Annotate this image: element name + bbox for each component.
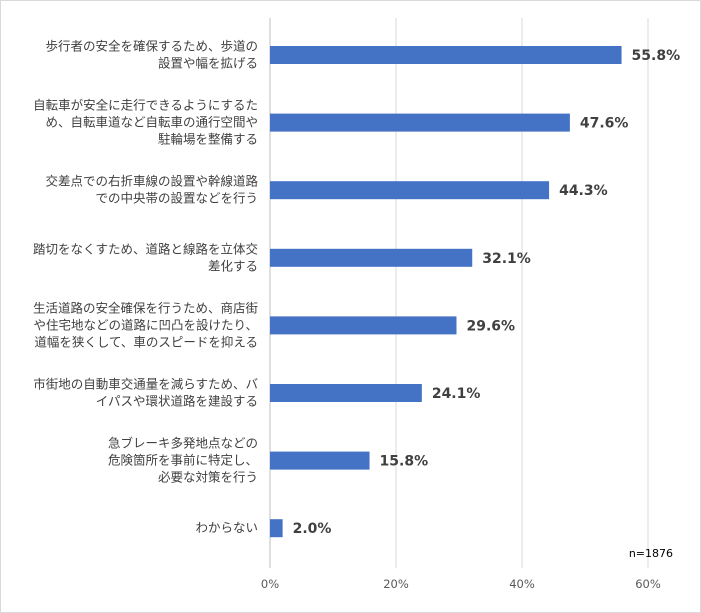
category-label: 交差点での右折車線の設置や幹線道路での中央帯の設置などを行う: [45, 174, 258, 206]
category-label: 市街地の自動車交通量を減らすため、バイパスや環状道路を建設する: [33, 377, 258, 409]
category-label-line: め、自転車道など自転車の通行空間や: [45, 115, 258, 130]
bar: [270, 384, 422, 402]
bar: [270, 519, 283, 538]
category-label-line: 差化する: [208, 258, 258, 273]
category-label-line: 交差点での右折車線の設置や幹線道路: [45, 174, 258, 189]
bar: [270, 451, 370, 470]
category-label: わからない: [195, 520, 258, 535]
category-label-line: 自転車が安全に走行できるようにするた: [33, 98, 258, 113]
category-label-line: 道幅を狭くして、車のスピードを抑える: [34, 334, 258, 349]
category-label: 急ブレーキ多発地点などの危険箇所を事前に特定し、必要な対策を行う: [108, 436, 258, 485]
x-tick-label: 0%: [261, 577, 279, 591]
gridlines: [269, 18, 649, 568]
value-label: 55.8%: [632, 48, 681, 64]
category-label-line: 生活道路の安全確保を行うため、商店街: [33, 300, 258, 315]
value-label: 15.8%: [380, 454, 429, 470]
value-labels: 55.8% 47.6% 44.3% 32.1% 29.6% 24.1% 15.8% 2.0%: [293, 48, 681, 537]
x-tick-label: 60%: [635, 577, 661, 591]
value-label: 24.1%: [432, 386, 481, 402]
category-label: 生活道路の安全確保を行うため、商店街や住宅地などの道路に凹凸を設けたり、道幅を狭…: [33, 300, 258, 349]
category-label-line: 設置や幅を拡げる: [158, 56, 258, 71]
value-label: 29.6%: [466, 318, 515, 334]
category-label-line: 市街地の自動車交通量を減らすため、バ: [33, 377, 258, 392]
category-label: 自転車が安全に走行できるようにするため、自転車道など自転車の通行空間や駐輪場を整…: [33, 98, 258, 147]
x-tick-label: 40%: [509, 577, 535, 591]
x-tick-label: 20%: [383, 577, 409, 591]
bars: [270, 46, 622, 538]
category-labels: 歩行者の安全を確保するため、歩道の設置や幅を拡げる自転車が安全に走行できるように…: [33, 39, 259, 536]
category-label-line: や住宅地などの道路に凹凸を設けたり、: [33, 317, 258, 332]
category-label-line: 必要な対策を行う: [158, 470, 258, 485]
category-label: 歩行者の安全を確保するため、歩道の設置や幅を拡げる: [45, 39, 258, 71]
x-tick-labels: 0% 20% 40% 60%: [261, 577, 661, 591]
category-label-line: 危険箇所を事前に特定し、: [108, 453, 258, 468]
category-label-line: 駐輪場を整備する: [158, 132, 258, 147]
category-label-line: わからない: [195, 520, 258, 535]
value-label: 2.0%: [293, 521, 332, 537]
category-label-line: イパスや環状道路を建設する: [96, 394, 258, 409]
bar: [270, 181, 550, 200]
category-label-line: 踏切をなくすため、道路と線路を立体交: [33, 241, 258, 256]
value-label: 32.1%: [482, 251, 531, 267]
bar: [270, 46, 622, 64]
bar: [270, 316, 457, 335]
value-label: 47.6%: [580, 116, 629, 132]
category-label: 踏切をなくすため、道路と線路を立体交差化する: [33, 241, 258, 273]
bar: [270, 248, 473, 267]
category-label-line: 歩行者の安全を確保するため、歩道の: [45, 39, 258, 54]
category-label-line: 急ブレーキ多発地点などの: [108, 436, 258, 451]
bar: [270, 113, 570, 132]
category-label-line: での中央帯の設置などを行う: [95, 191, 258, 206]
value-label: 44.3%: [559, 183, 608, 199]
sample-size-note: n=1876: [629, 547, 673, 560]
